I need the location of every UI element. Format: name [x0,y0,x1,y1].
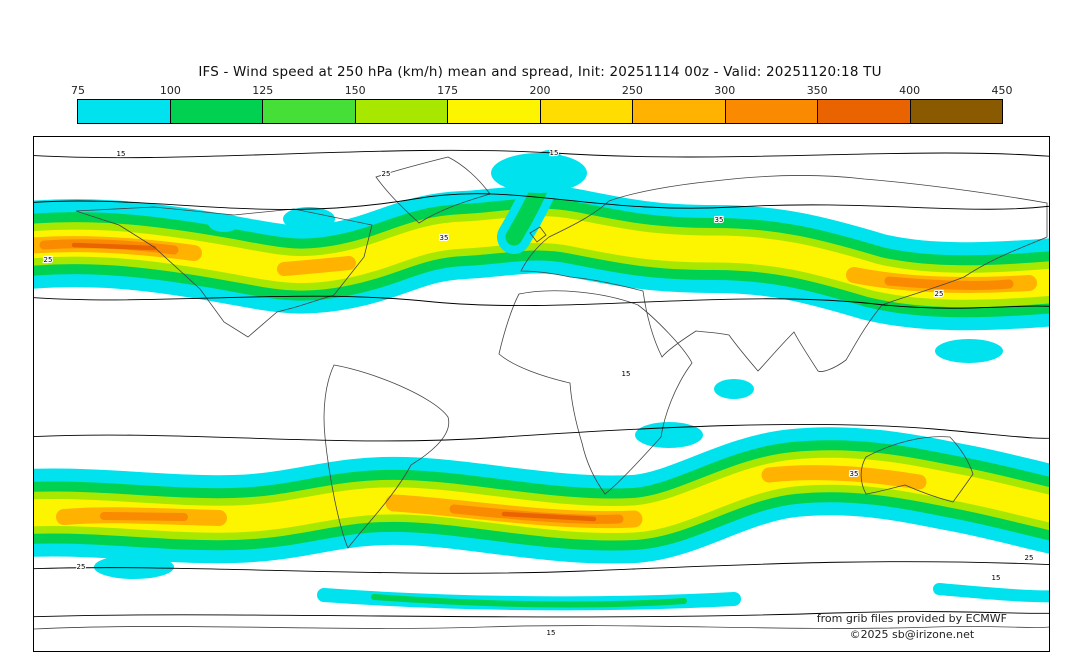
colorbar-tick: 100 [159,84,181,97]
colorbar-segment [78,100,171,123]
colorbar-segment [448,100,541,123]
cyan-patch-tropic2 [714,379,754,399]
colorbar-tick: 400 [899,84,921,97]
contour-labels: 15 15 25 25 25 35 35 15 35 25 25 15 15 [42,148,1034,638]
contour-label: 35 [715,216,724,224]
colorbar-segment [170,100,263,123]
colorbar: 75 100 125 150 175 200 250 300 350 400 4… [71,84,1013,124]
contour-label: 15 [547,629,556,637]
world-map-panel: 15 15 25 25 25 35 35 15 35 25 25 15 15 f… [33,136,1050,652]
contour-label: 25 [1025,554,1034,562]
south-jet-orange-east [761,465,927,490]
colorbar-tick: 350 [806,84,828,97]
colorbar-tick: 125 [252,84,274,97]
contour-label: 25 [935,290,944,298]
coastlines [34,156,1049,630]
contour-label: 25 [44,256,53,264]
cyan-patch-sw [94,555,174,579]
colorbar-segment [263,100,356,123]
polar-band-south2 [933,583,1049,603]
north-jet-core-west [71,242,157,251]
colorbar-bar [77,99,1003,124]
colorbar-segment [910,100,1002,123]
contour-label: 35 [440,234,449,242]
credit-author: ©2025 sb@irizone.net [849,628,975,642]
colorbar-tick: 300 [714,84,736,97]
colorbar-segment [633,100,726,123]
colorbar-segment [355,100,448,123]
chart-title: IFS - Wind speed at 250 hPa (km/h) mean … [198,64,882,80]
south-jet-core-mid [501,511,597,522]
cyan-patch-arctic [491,153,587,193]
colorbar-tick: 75 [71,84,85,97]
colorbar-tick-labels: 75 100 125 150 175 200 250 300 350 400 4… [71,84,1013,98]
cyan-patch-nw1 [283,207,335,231]
colorbar-segment [540,100,633,123]
colorbar-tick: 175 [437,84,459,97]
colorbar-tick: 450 [991,84,1013,97]
colorbar-segment [725,100,818,123]
cyan-patch-nw2 [208,214,240,232]
cyan-patch-tropic1 [635,422,703,448]
credits: from grib files provided by ECMWF ©2025 … [817,611,1007,643]
colorbar-tick: 250 [621,84,643,97]
north-jet-orange-na [277,256,356,276]
map-canvas: 15 15 25 25 25 35 35 15 35 25 25 15 15 [34,148,1049,638]
contour-label: 15 [550,149,559,157]
south-jet-deep-west [100,512,188,521]
colorbar-segment [818,100,911,123]
contour-label: 25 [382,170,391,178]
polar-band-south-green [371,594,687,608]
contour-label: 35 [850,470,859,478]
contour-label: 15 [117,150,126,158]
colorbar-tick: 150 [344,84,366,97]
colorbar-tick: 200 [529,84,551,97]
contour-label: 15 [622,370,631,378]
credit-ecmwf: from grib files provided by ECMWF [816,612,1007,626]
wind-bands [34,150,1049,611]
north-jet-deep-asia [884,276,1014,290]
contour-label: 25 [77,563,86,571]
spread-contours [34,149,1049,618]
contour-label: 15 [992,574,1001,582]
cyan-patch-east [935,339,1003,363]
